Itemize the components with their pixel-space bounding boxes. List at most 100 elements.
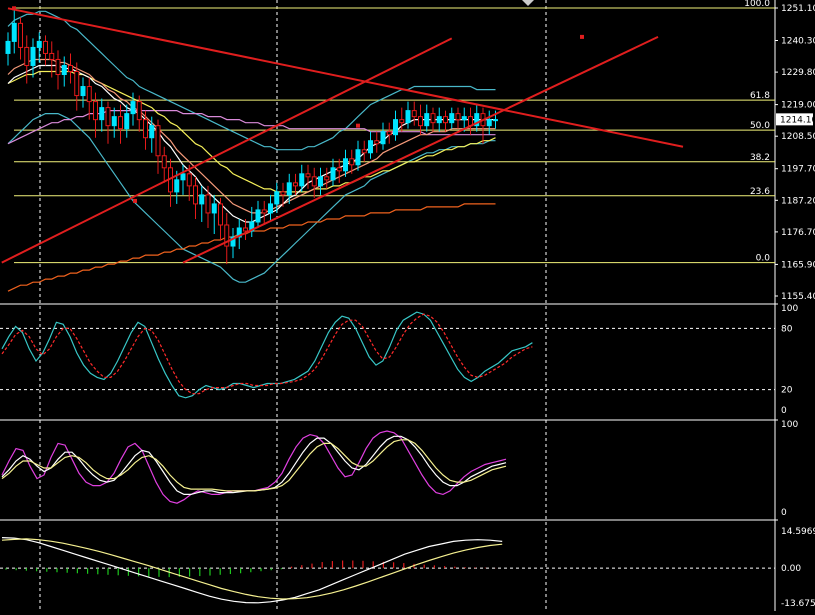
price-tick-label: 1251.10	[781, 4, 815, 14]
osc2-tick-label: 0	[781, 508, 787, 518]
candle-body	[80, 86, 86, 97]
candle	[405, 101, 411, 129]
current-price-label: 1214.10	[780, 115, 815, 125]
candle-body	[324, 176, 330, 181]
price-tick-label: 1219.00	[781, 101, 815, 111]
candle	[68, 53, 73, 84]
candle	[349, 149, 355, 174]
candle	[336, 158, 342, 183]
price-tick-label: 1229.80	[781, 68, 815, 78]
candle	[99, 98, 105, 132]
price-tick-label: 1187.20	[781, 196, 815, 206]
candle	[30, 38, 36, 78]
candle	[124, 104, 130, 138]
candle-body	[218, 203, 223, 226]
price-panel: 100.0 61.8 50.0 38.2 23.6 0.0	[1, 0, 775, 292]
candle	[261, 200, 267, 225]
candle-body	[393, 119, 398, 136]
candle	[299, 164, 305, 192]
macd-tick-label: 0.00	[781, 564, 801, 574]
candle-body	[24, 46, 30, 66]
candle	[318, 167, 323, 195]
candle-body	[411, 110, 417, 118]
candle-body	[449, 113, 455, 124]
candle	[424, 104, 430, 132]
candle	[255, 200, 261, 228]
candle	[324, 167, 330, 189]
candle-body	[349, 158, 355, 166]
fib-level-label: 23.6	[750, 187, 770, 197]
trend-anchor-marker	[12, 6, 16, 11]
candle	[474, 104, 480, 132]
candle-body	[486, 119, 492, 127]
candle-body	[199, 194, 205, 205]
osc1-signal-line	[1, 313, 533, 395]
candle	[455, 107, 461, 129]
trend-anchor-marker	[133, 198, 137, 203]
pointer-icon	[522, 0, 534, 6]
candle-body	[193, 185, 198, 205]
osc1-main-line	[1, 311, 533, 399]
candle	[418, 104, 423, 135]
price-tick-label: 1155.40	[781, 292, 815, 302]
candle-body	[443, 116, 448, 124]
candle-body	[343, 158, 348, 172]
candle	[86, 77, 92, 120]
price-tick-label: 1197.70	[781, 165, 815, 175]
fib-level-label: 38.2	[750, 153, 770, 163]
candle	[168, 158, 173, 207]
candle	[399, 107, 405, 132]
candle	[305, 164, 311, 189]
candle-body	[355, 149, 361, 166]
candle-body	[36, 40, 42, 48]
candle	[286, 173, 292, 204]
fib-level-label: 100.0	[744, 0, 770, 9]
candle-body	[418, 116, 423, 127]
price-tick-label: 1208.50	[781, 132, 815, 142]
candle-body	[5, 40, 11, 54]
candle-body	[274, 191, 280, 205]
bollinger-upper-line	[7, 10, 496, 151]
candle	[149, 116, 155, 153]
candle-body	[243, 227, 248, 232]
candle-body	[255, 209, 261, 223]
candle-body	[380, 131, 386, 145]
candle	[243, 218, 248, 241]
fib-level-label: 61.8	[750, 91, 770, 101]
candle-body	[180, 173, 186, 181]
candle	[374, 131, 380, 153]
candle-body	[49, 52, 55, 60]
bollinger-lower-line	[7, 112, 496, 283]
candle	[111, 107, 117, 138]
candle	[236, 218, 242, 250]
candle-body	[105, 107, 111, 127]
macd-line	[1, 537, 503, 604]
candle-body	[361, 149, 367, 154]
candle-body	[43, 40, 48, 54]
trend-line	[1, 37, 453, 264]
candle	[311, 167, 317, 198]
candle-body	[436, 116, 442, 124]
candle	[249, 206, 255, 238]
candle	[11, 8, 17, 54]
candle	[293, 173, 298, 195]
candle-body	[224, 224, 230, 247]
candle	[268, 194, 273, 222]
candle	[180, 164, 186, 195]
candle-body	[368, 140, 373, 154]
candle-body	[136, 101, 142, 121]
osc1-tick-label: 80	[781, 324, 793, 334]
candle	[480, 107, 486, 144]
candle-body	[474, 113, 480, 127]
candle-body	[74, 70, 80, 97]
candle-body	[455, 113, 461, 121]
candle	[280, 182, 286, 207]
candle-body	[86, 86, 92, 103]
candle	[80, 77, 86, 108]
candle-body	[149, 125, 155, 139]
candle	[443, 110, 448, 132]
candle	[211, 194, 217, 235]
osc1-tick-label: 0	[781, 406, 787, 416]
